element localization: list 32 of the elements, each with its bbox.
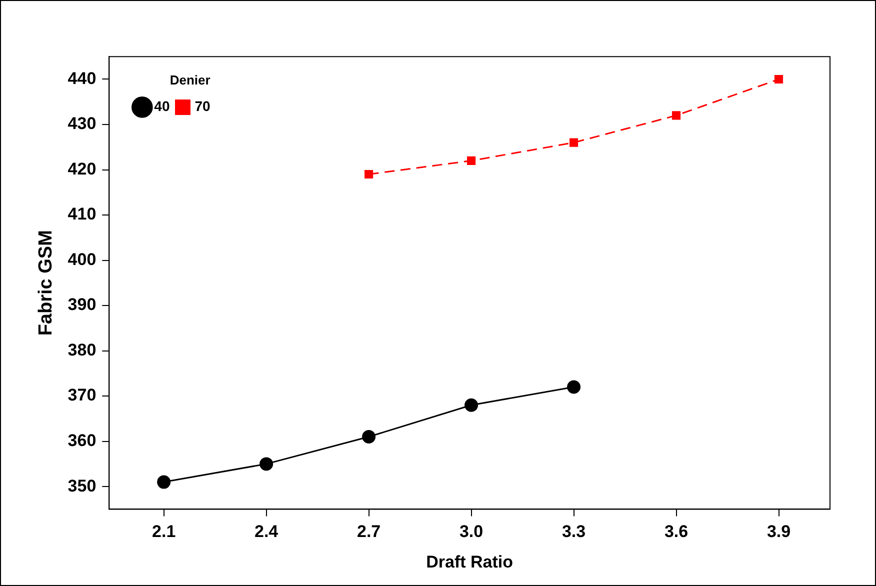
- legend-title: Denier: [170, 72, 210, 88]
- x-tick-label: 3.6: [664, 522, 688, 542]
- point: [464, 398, 478, 412]
- y-axis-title: Fabric GSM: [36, 230, 57, 336]
- point: [362, 430, 376, 444]
- x-tick-label: 3.0: [459, 522, 484, 542]
- legend-label: 70: [194, 98, 211, 114]
- x-tick-label: 2.7: [356, 522, 381, 542]
- legend-label: 40: [154, 98, 170, 114]
- y-tick-label: 440: [68, 68, 96, 88]
- y-tick-label: 420: [68, 159, 96, 178]
- y-tick-label: 430: [68, 114, 96, 134]
- point: [672, 111, 681, 120]
- y-tick-label: 400: [68, 250, 96, 269]
- point: [567, 380, 581, 394]
- point: [260, 457, 274, 471]
- point: [467, 156, 476, 165]
- y-tick-label: 390: [68, 295, 96, 314]
- point: [774, 74, 784, 84]
- point: [364, 170, 374, 179]
- y-tick-label: 380: [68, 340, 96, 360]
- x-tick-label: 2.1: [152, 522, 176, 542]
- y-tick-label: 360: [68, 430, 96, 450]
- x-axis-title: Draft Ratio: [426, 552, 514, 572]
- x-tick-label: 3.9: [766, 522, 791, 542]
- point: [569, 138, 578, 147]
- point: [157, 475, 171, 489]
- x-tick-label: 2.4: [254, 522, 279, 542]
- x-tick-label: 3.3: [562, 522, 586, 542]
- y-tick-label: 350: [68, 476, 96, 496]
- y-tick-label: 370: [68, 386, 96, 405]
- y-tick-label: 410: [68, 204, 96, 224]
